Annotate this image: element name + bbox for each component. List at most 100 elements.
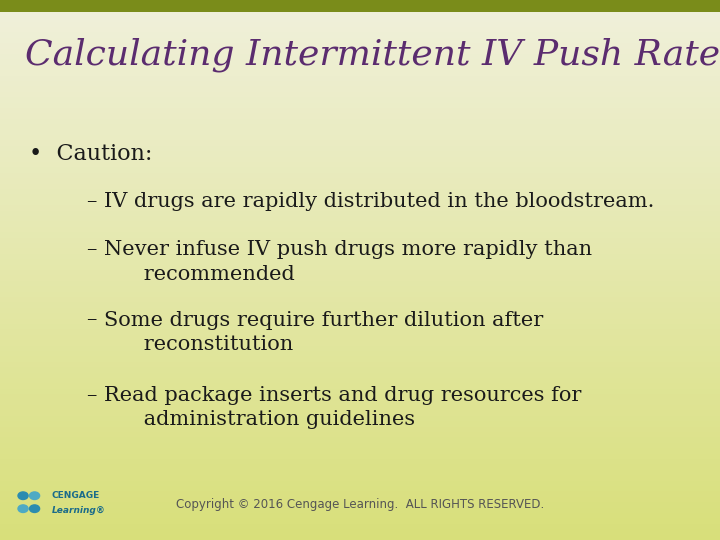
Bar [0, 378, 720, 383]
Bar [0, 232, 720, 238]
Bar [0, 140, 720, 146]
Text: Read package inserts and drug resources for
      administration guidelines: Read package inserts and drug resources … [104, 386, 582, 429]
Bar [0, 535, 720, 540]
Bar [0, 270, 720, 275]
Bar [0, 27, 720, 32]
Bar [0, 437, 720, 443]
Bar [0, 481, 720, 486]
Bar [0, 383, 720, 389]
Bar [0, 200, 720, 205]
Bar [0, 513, 720, 518]
Bar [0, 16, 720, 22]
Bar [0, 11, 720, 16]
Bar [0, 373, 720, 378]
Bar [0, 243, 720, 248]
Bar [0, 32, 720, 38]
Bar [0, 108, 720, 113]
Bar [0, 65, 720, 70]
Bar [0, 340, 720, 346]
Text: Calculating Intermittent IV Push Rate: Calculating Intermittent IV Push Rate [25, 38, 720, 72]
Bar [0, 43, 720, 49]
Circle shape [18, 505, 28, 512]
Bar [0, 427, 720, 432]
Bar [0, 356, 720, 362]
Bar [0, 221, 720, 227]
Bar [0, 405, 720, 410]
Bar [0, 297, 720, 302]
Bar [0, 416, 720, 421]
Circle shape [30, 505, 40, 512]
Bar [0, 410, 720, 416]
Bar [0, 157, 720, 162]
Bar [0, 275, 720, 281]
Bar [0, 97, 720, 103]
Bar [0, 92, 720, 97]
Bar [0, 464, 720, 470]
Bar [0, 502, 720, 508]
Bar [0, 470, 720, 475]
Bar [0, 319, 720, 324]
Bar [0, 76, 720, 81]
Bar [0, 194, 720, 200]
Bar [0, 0, 720, 12]
Bar [0, 146, 720, 151]
Bar [0, 22, 720, 27]
Bar [0, 421, 720, 427]
Bar [0, 0, 720, 5]
Text: –: – [86, 192, 96, 211]
Bar [0, 346, 720, 351]
Bar [0, 119, 720, 124]
Bar [0, 248, 720, 254]
Bar [0, 394, 720, 400]
Bar [0, 351, 720, 356]
Bar [0, 400, 720, 405]
Bar [0, 454, 720, 459]
Bar [0, 254, 720, 259]
Bar [0, 432, 720, 437]
Bar [0, 184, 720, 189]
Bar [0, 173, 720, 178]
Bar [0, 443, 720, 448]
Circle shape [18, 492, 28, 500]
Bar [0, 292, 720, 297]
Text: Never infuse IV push drugs more rapidly than
      recommended: Never infuse IV push drugs more rapidly … [104, 240, 593, 284]
Bar [0, 70, 720, 76]
Bar [0, 130, 720, 135]
Bar [0, 335, 720, 340]
Bar [0, 518, 720, 524]
Text: Some drugs require further dilution after
      reconstitution: Some drugs require further dilution afte… [104, 310, 544, 354]
Bar [0, 162, 720, 167]
Bar [0, 135, 720, 140]
Bar [0, 486, 720, 491]
Bar [0, 324, 720, 329]
Text: –: – [86, 310, 96, 329]
Text: –: – [86, 240, 96, 259]
Bar [0, 238, 720, 243]
Bar [0, 448, 720, 454]
Text: IV drugs are rapidly distributed in the bloodstream.: IV drugs are rapidly distributed in the … [104, 192, 654, 211]
Circle shape [30, 492, 40, 500]
Bar [0, 86, 720, 92]
Text: CENGAGE: CENGAGE [52, 491, 100, 500]
Bar [0, 205, 720, 211]
Bar [0, 308, 720, 313]
Bar [0, 124, 720, 130]
Bar [0, 313, 720, 319]
Bar [0, 281, 720, 286]
Bar [0, 59, 720, 65]
Bar [0, 265, 720, 270]
Bar [0, 81, 720, 86]
Bar [0, 497, 720, 502]
Text: –: – [86, 386, 96, 405]
Bar [0, 5, 720, 11]
Bar [0, 178, 720, 184]
Bar [0, 189, 720, 194]
Bar [0, 211, 720, 216]
Bar [0, 389, 720, 394]
Bar [0, 227, 720, 232]
Bar [0, 286, 720, 292]
Bar [0, 491, 720, 497]
Bar [0, 103, 720, 108]
Bar [0, 302, 720, 308]
Text: •  Caution:: • Caution: [29, 143, 152, 165]
